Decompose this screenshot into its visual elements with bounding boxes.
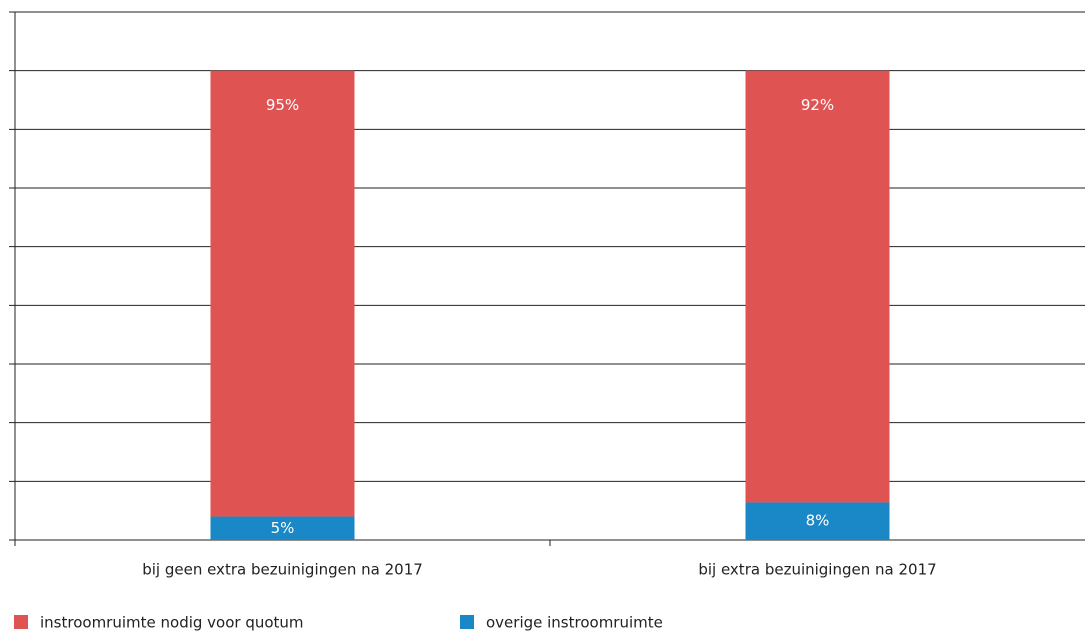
data-label: 95% (266, 96, 299, 114)
data-label: 92% (801, 96, 834, 114)
legend-label: overige instroomruimte (486, 614, 663, 632)
legend-label: instroomruimte nodig voor quotum (40, 614, 304, 632)
x-tick-label: bij geen extra bezuinigingen na 2017 (142, 561, 423, 579)
x-tick-label: bij extra bezuinigingen na 2017 (698, 561, 936, 579)
bar-segment (210, 516, 355, 540)
bar-segment (210, 70, 355, 517)
data-label: 8% (806, 512, 830, 530)
legend-swatch (14, 615, 28, 629)
legend-swatch (460, 615, 474, 629)
data-label: 5% (271, 519, 295, 537)
bar-segment (745, 502, 890, 540)
bar-segment (745, 70, 890, 503)
